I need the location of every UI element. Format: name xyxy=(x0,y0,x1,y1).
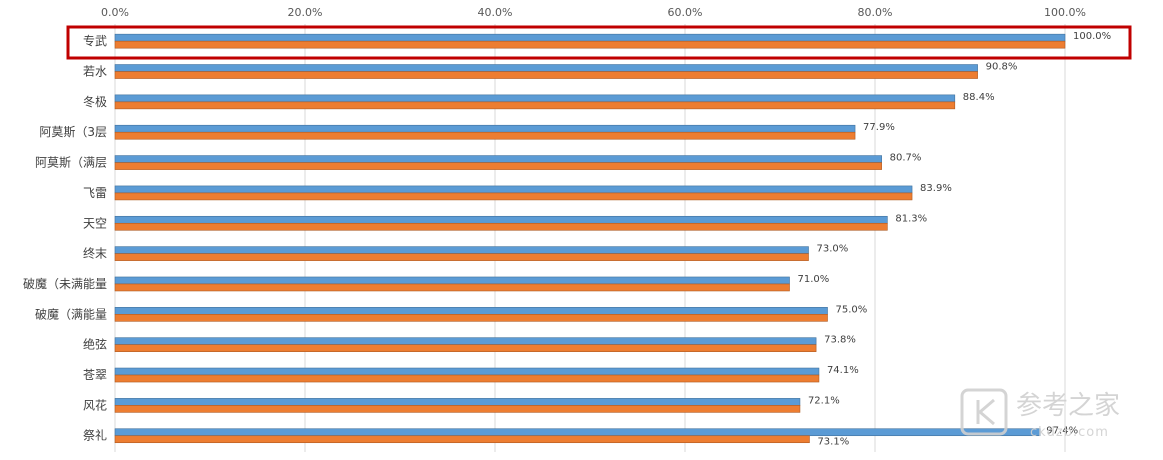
bar-series-2 xyxy=(114,253,809,261)
x-tick-label: 100.0% xyxy=(1044,6,1086,19)
watermark-url: ckdzb.com xyxy=(1030,425,1109,440)
bar-series-2 xyxy=(114,192,913,201)
bar-series-1 xyxy=(114,276,790,285)
bar-series-1 xyxy=(114,337,817,345)
x-tick-label: 20.0% xyxy=(288,6,323,19)
data-label: 88.4% xyxy=(963,92,995,103)
data-labels: 100.0% 90.8% 88.4% 77.9% 80.7% 83.9% 81.3% 73.0… xyxy=(798,31,1112,448)
bar-series-2 xyxy=(114,314,828,322)
bar-series-2 xyxy=(114,283,790,292)
bar-series-1 xyxy=(114,155,882,163)
data-label: 83.9% xyxy=(920,183,952,194)
data-label: 75.0% xyxy=(836,304,868,315)
data-label: 97.4% xyxy=(1046,426,1078,437)
data-label: 80.7% xyxy=(890,153,922,164)
category-label: 专武 xyxy=(83,33,107,48)
watermark-text: 参考之家 xyxy=(1016,391,1120,421)
bar-series-2 xyxy=(114,435,810,444)
bar-series-1 xyxy=(114,428,1041,437)
bar-series-2 xyxy=(114,222,888,231)
category-label: 阿莫斯（满层 xyxy=(35,156,107,170)
bar-series-2 xyxy=(114,374,820,383)
category-label: 冬极 xyxy=(83,94,107,109)
data-label: 81.3% xyxy=(895,213,927,224)
data-label: 74.1% xyxy=(827,365,859,376)
bars xyxy=(114,33,1066,444)
bar-series-2 xyxy=(114,131,856,140)
x-tick-label: 80.0% xyxy=(858,6,893,19)
data-label: 71.0% xyxy=(798,274,830,285)
bar-series-1 xyxy=(114,215,888,224)
bar-series-1 xyxy=(114,185,913,194)
bar-series-1 xyxy=(114,124,856,133)
bar-series-1 xyxy=(114,398,801,406)
x-tick-label: 40.0% xyxy=(478,6,513,19)
category-label: 祭礼 xyxy=(83,428,107,443)
bar-series-1 xyxy=(114,64,978,72)
category-label: 绝弦 xyxy=(83,337,107,352)
data-label: 100.0% xyxy=(1073,31,1111,42)
category-label: 终末 xyxy=(83,246,107,261)
category-label: 飞雷 xyxy=(83,186,107,200)
x-axis-ticks: 0.0% 20.0% 40.0% 60.0% 80.0% 100.0% xyxy=(101,6,1086,19)
highlight-box xyxy=(66,25,1132,60)
data-label: 73.0% xyxy=(817,244,849,255)
bar-series-2 xyxy=(114,405,801,413)
bar-series-2 xyxy=(114,344,817,352)
bar-series-2 xyxy=(114,40,1066,49)
x-tick-label: 60.0% xyxy=(668,6,703,19)
watermark-logo-icon xyxy=(960,388,1008,436)
category-label: 天空 xyxy=(83,216,107,230)
data-label: 73.1% xyxy=(817,437,849,448)
data-label: 90.8% xyxy=(986,62,1018,73)
data-label: 73.8% xyxy=(824,335,856,346)
bar-series-1 xyxy=(114,367,820,376)
category-label: 破魔（满能量 xyxy=(35,306,107,321)
category-label: 阿莫斯（3层 xyxy=(39,125,107,139)
category-label: 破魔（未满能量 xyxy=(23,276,107,291)
category-label: 若水 xyxy=(83,65,107,79)
data-label: 72.1% xyxy=(808,395,840,406)
watermark-k-icon xyxy=(976,398,995,426)
bar-series-2 xyxy=(114,101,956,110)
bar-series-2 xyxy=(114,71,978,79)
x-tick-label: 0.0% xyxy=(101,6,129,19)
category-label: 风花 xyxy=(83,397,107,412)
bar-series-2 xyxy=(114,162,882,170)
data-label: 77.9% xyxy=(863,122,895,133)
bar-series-1 xyxy=(114,307,828,315)
gridlines xyxy=(114,24,1066,452)
bar-series-1 xyxy=(114,246,809,254)
bar-series-1 xyxy=(114,33,1066,42)
category-labels: 专武若水冬极阿莫斯（3层阿莫斯（满层飞雷天空终末破魔（未满能量破魔（满能量绝弦苍… xyxy=(23,33,107,443)
watermark: 参考之家 ckdzb.com xyxy=(960,388,1120,440)
category-label: 苍翠 xyxy=(83,368,107,382)
bar-series-1 xyxy=(114,94,956,103)
